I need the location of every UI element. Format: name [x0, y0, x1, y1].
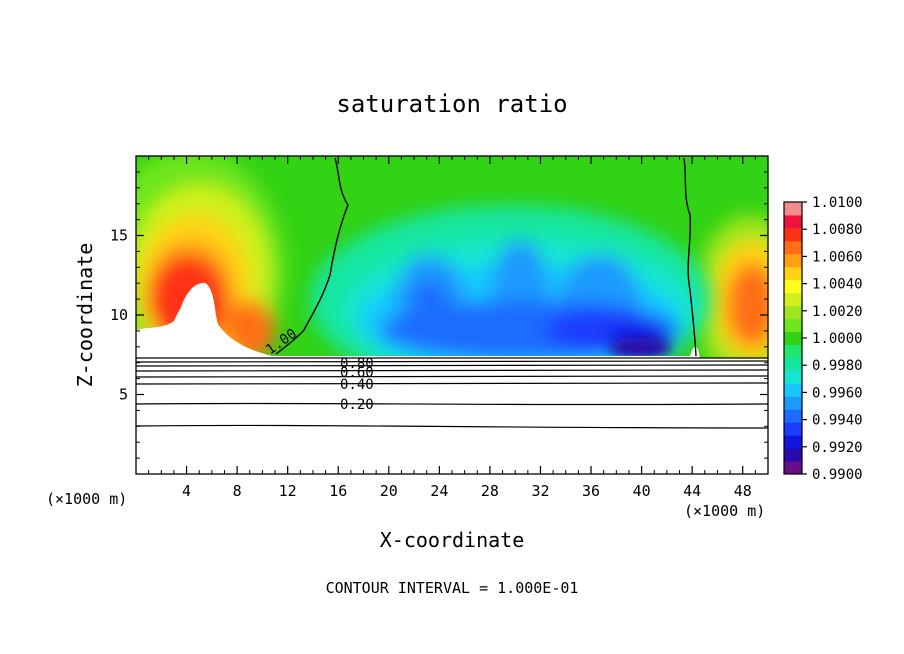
colorbar-swatch: [784, 357, 802, 371]
colorbar-swatch: [784, 331, 802, 345]
y-axis-title: Z-coordinate: [73, 243, 97, 388]
x-tick-label: 36: [582, 482, 600, 500]
colorbar-label: 1.0060: [812, 249, 863, 265]
central-dry-region: [310, 205, 710, 358]
colorbar-label: 1.0000: [812, 331, 863, 347]
colorbar-swatch: [784, 396, 802, 410]
deep-dry-core: [610, 338, 670, 358]
x-axis-title: X-coordinate: [380, 528, 525, 552]
x-tick-label: 8: [233, 482, 242, 500]
unshaded-bump: [170, 287, 218, 330]
contour-interval-note: CONTOUR INTERVAL = 1.000E-01: [326, 579, 579, 597]
contour-1-00-right: [683, 157, 697, 357]
colorbar-swatch: [784, 383, 802, 397]
right-warm-region: [695, 215, 768, 358]
colorbar-swatch: [784, 202, 802, 216]
contour-label-0-20: 0.20: [340, 397, 374, 413]
y-tick-label: 10: [110, 306, 128, 324]
colorbar-label: 0.9940: [812, 413, 863, 429]
x-unit-label-left: (×1000 m): [46, 490, 127, 508]
colorbar-swatch: [784, 318, 802, 333]
unshaded-region: [136, 282, 700, 358]
colorbar-swatch: [784, 370, 802, 384]
contour-060: [136, 375, 768, 378]
x-unit-label-right: (×1000 m): [684, 502, 765, 520]
contour-top-3: [136, 364, 768, 367]
x-tick-label: 12: [279, 482, 297, 500]
y-tick-label: 15: [110, 227, 128, 245]
lower-contours: [136, 357, 768, 429]
colorbar-label: 0.9980: [812, 358, 863, 374]
contour-top-2: [136, 360, 768, 363]
x-tick-label: 32: [531, 482, 549, 500]
x-tick-label: 48: [734, 482, 752, 500]
colorbar-swatch: [784, 461, 802, 475]
contour-000: [136, 424, 768, 429]
x-tick-label: 16: [329, 482, 347, 500]
x-tick-label: 44: [683, 482, 701, 500]
colorbar-swatch: [784, 292, 802, 307]
colorbar: 1.0100 1.0080 1.0060 1.0040 1.0020 1.0000 0.99…: [783, 195, 863, 483]
region-0991: [610, 338, 670, 358]
colorbar-label: 0.9960: [812, 385, 863, 401]
colorbar-label: 1.0020: [812, 304, 863, 320]
contour-label-0-80: 0.80: [340, 356, 374, 372]
colorbar-swatch: [784, 253, 802, 268]
y-axis-ticks: 5 10 15: [110, 171, 768, 459]
x-tick-label: 28: [481, 482, 499, 500]
colorbar-swatch: [784, 409, 802, 423]
upper-field: [136, 156, 768, 358]
x-tick-label: 40: [633, 482, 651, 500]
colorbar-swatch: [784, 422, 802, 436]
colorbar-swatch: [784, 344, 802, 358]
colorbar-swatch: [784, 279, 802, 294]
contour-label-0-40: 0.40: [340, 377, 374, 393]
colorbar-swatch: [784, 266, 802, 281]
contour-label-0-60: 0.60: [340, 365, 374, 381]
colorbar-swatch: [784, 305, 802, 320]
x-tick-label: 24: [430, 482, 448, 500]
colorbar-swatch: [784, 214, 802, 229]
core-1: [412, 280, 448, 320]
region-1007-right: [727, 263, 768, 347]
contour-080: [136, 369, 768, 372]
colorbar-label: 0.9900: [812, 467, 863, 483]
colorbar-label: 1.0040: [812, 277, 863, 293]
colorbar-label: 1.0100: [812, 195, 863, 211]
colorbar-swatch: [784, 448, 802, 462]
colorbar-label: 0.9920: [812, 440, 863, 456]
contour-040: [136, 382, 768, 385]
colorbar-label: 1.0080: [812, 222, 863, 238]
contour-1-00-left: [275, 157, 349, 355]
x-tick-label: 20: [380, 482, 398, 500]
y-tick-label: 5: [119, 386, 128, 404]
colorbar-swatch: [784, 435, 802, 449]
colorbar-swatch: [784, 240, 802, 255]
chart-title: saturation ratio: [336, 90, 567, 118]
x-tick-label: 4: [182, 482, 191, 500]
contour-020: [136, 402, 768, 406]
colorbar-swatch: [784, 227, 802, 242]
heatmap-field: [136, 156, 768, 474]
x-axis-ticks: 4 8 12 16 20 24 28 32 36 40 44 48: [148, 156, 756, 500]
